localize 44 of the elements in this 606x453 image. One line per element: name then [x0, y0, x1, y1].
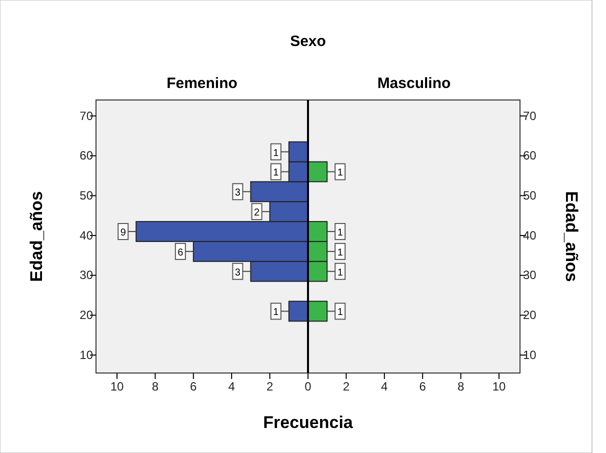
text: Sexo — [290, 33, 326, 50]
data-label: 1 — [337, 267, 344, 278]
y-tick-label: 10 — [80, 348, 94, 362]
x-tick-label: 10 — [110, 380, 124, 394]
y-tick-label: 20 — [523, 308, 537, 322]
data-label: 3 — [234, 188, 241, 199]
data-label: 1 — [337, 228, 344, 239]
y-tick-label: 70 — [80, 108, 94, 123]
y-axis-title: Edad_años — [27, 191, 46, 282]
data-label: 1 — [273, 307, 280, 318]
y-tick-label: 40 — [80, 228, 94, 242]
y-tick-label: 10 — [523, 348, 537, 362]
x-tick-label: 0 — [304, 380, 312, 394]
y-tick-label: 60 — [523, 148, 537, 163]
data-label: 1 — [337, 168, 344, 179]
y-tick-label: 20 — [80, 308, 94, 322]
x-tick-label: 8 — [457, 380, 464, 394]
y-tick-label: 40 — [523, 228, 537, 242]
y-axis-title: Edad_años — [562, 191, 581, 282]
x-axis-title: Frecuencia — [263, 413, 354, 432]
chart-title: Femenino — [166, 75, 238, 92]
y-tick-label: 70 — [523, 108, 537, 123]
y-tick-label: 50 — [80, 188, 94, 202]
x-tick-label: 2 — [266, 380, 274, 394]
y-tick-label: 60 — [80, 148, 94, 163]
y-tick-label: 50 — [523, 188, 537, 202]
x-tick-label: 6 — [190, 380, 198, 394]
data-label: 1 — [273, 168, 280, 179]
data-label: 2 — [254, 208, 260, 219]
x-tick-label: 2 — [342, 380, 350, 394]
data-label: 3 — [234, 267, 241, 278]
x-tick-label: 4 — [381, 380, 388, 394]
y-tick-label: 30 — [523, 268, 537, 282]
data-label: 9 — [120, 228, 126, 239]
data-label: 6 — [178, 247, 184, 258]
x-tick-label: 10 — [492, 380, 506, 394]
y-tick-label: 30 — [80, 268, 94, 282]
x-tick-label: 4 — [228, 380, 236, 394]
x-tick-label: 8 — [152, 380, 159, 394]
x-tick-label: 6 — [419, 380, 426, 394]
data-label: 1 — [273, 148, 280, 159]
chart-title: Masculino — [377, 75, 451, 92]
data-label: 1 — [337, 307, 344, 318]
data-label: 1 — [337, 247, 344, 258]
